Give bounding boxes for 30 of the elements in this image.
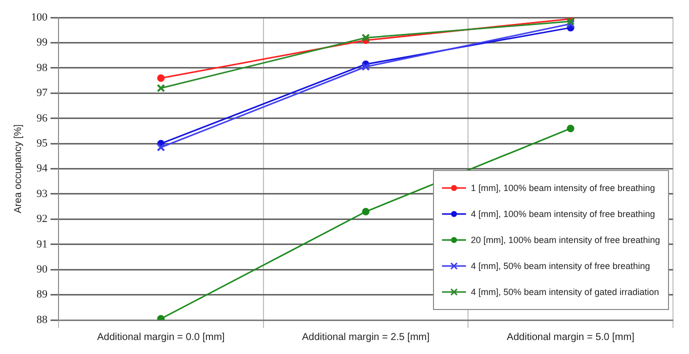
x-tick-label: Additional margin = 5.0 [mm] — [506, 332, 635, 343]
point — [362, 34, 370, 42]
point — [362, 62, 370, 71]
y-tick-label: 95 — [36, 137, 48, 150]
y-tick-label: 88 — [36, 314, 48, 326]
legend-label: 1 [mm], 100% beam intensity of free breathing — [470, 183, 655, 193]
point — [566, 20, 575, 28]
y-tick-label: 98 — [36, 62, 48, 74]
legend-label: 4 [mm], 50% beam intensity of gated irradiation — [470, 287, 659, 297]
legend-label: 4 [mm], 100% beam intensity of free breathing — [470, 209, 655, 219]
y-tick-label: 92 — [36, 213, 48, 226]
legend-label: 4 [mm], 50% beam intensity of free breathing — [470, 261, 650, 271]
y-tick-label: 91 — [36, 238, 48, 250]
point — [156, 84, 166, 92]
point — [362, 208, 370, 216]
point — [566, 124, 574, 132]
y-tick-label: 94 — [36, 162, 48, 175]
x-tick-label: Additional margin = 2.5 [mm] — [302, 332, 430, 343]
y-tick-label: 89 — [36, 288, 48, 301]
x-tick-label: Additional margin = 0.0 [mm] — [97, 332, 225, 343]
y-tick-label: 90 — [36, 263, 48, 276]
y-tick-label: 97 — [36, 87, 48, 100]
y-axis-title: Area occupancy [%] — [12, 124, 24, 214]
y-tick-label: 100 — [31, 11, 48, 24]
y-tick-label: 96 — [36, 112, 48, 124]
point — [157, 74, 165, 82]
legend-label: 20 [mm], 100% beam intensity of free breathing — [470, 235, 660, 245]
y-tick-label: 93 — [36, 188, 48, 200]
point — [156, 143, 166, 152]
y-tick-label: 99 — [36, 36, 48, 49]
